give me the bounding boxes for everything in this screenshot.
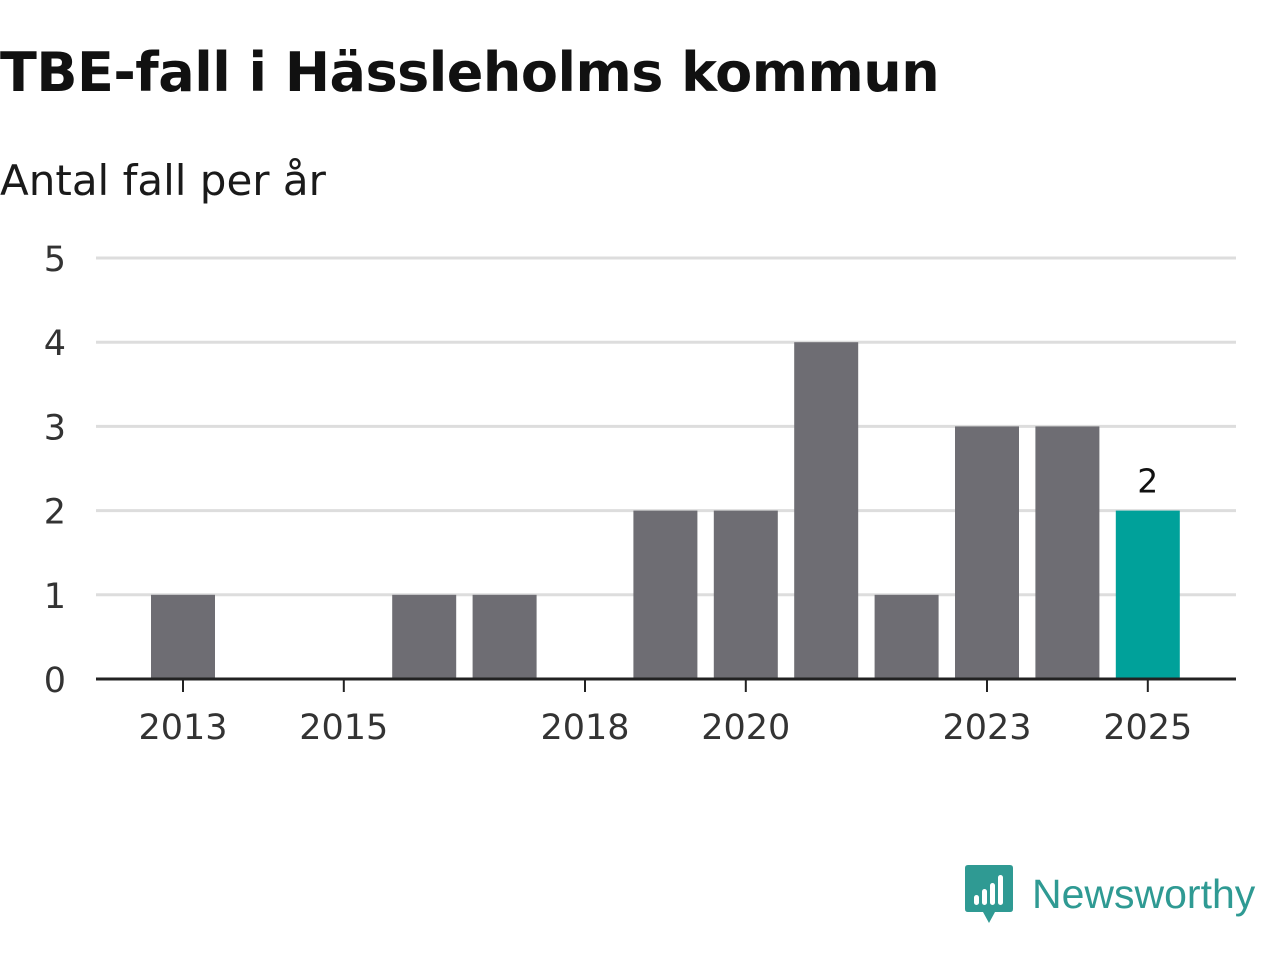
y-tick-label: 4 [44,324,66,364]
y-tick-label: 3 [44,408,66,448]
bar-2021 [794,342,859,679]
bar-2016 [392,594,457,679]
bar-2020 [713,510,778,679]
x-tick-label: 2018 [540,708,629,748]
brand-name: Newsworthy [1032,870,1256,917]
x-tick-label: 2025 [1103,708,1192,748]
x-tick-label: 2020 [701,708,790,748]
bar-2023 [955,426,1019,679]
bar-2013 [151,594,215,679]
bar-2025 [1115,510,1180,679]
y-tick-label: 2 [44,493,66,533]
x-axis [96,677,1236,692]
labels: 0 1 2 3 4 5 2013 2015 2018 2020 2023 2025 2 [44,240,1193,748]
brand-logo: Newsworthy [964,862,1255,926]
bar-2024 [1035,426,1100,679]
y-tick-label: 5 [44,240,66,280]
data-label: 2 [1137,462,1158,501]
bar-chart: 0 1 2 3 4 5 2013 2015 2018 2020 2023 2025 2 [44,240,1236,748]
bar-2022 [874,594,939,679]
x-tick-label: 2013 [138,708,227,748]
x-tick-label: 2023 [942,708,1031,748]
x-tick-label: 2015 [299,708,388,748]
y-tick-label: 0 [44,661,66,701]
chart-subtitle: Antal fall per år [0,156,326,205]
chart-title: TBE-fall i Hässleholms kommun [0,41,940,104]
bar-2017 [472,594,537,679]
bars [151,342,1180,679]
bar-2019 [633,510,698,679]
newsworthy-logo-icon [965,865,1013,923]
y-tick-label: 1 [44,577,66,617]
